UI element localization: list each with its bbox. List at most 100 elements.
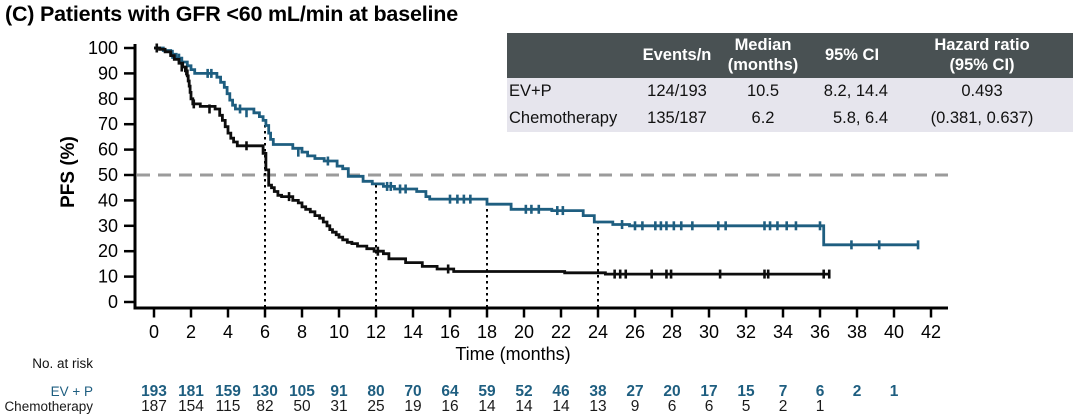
risk-count: 80: [367, 383, 384, 400]
stats-header-hr: Hazard ratio (95% CI): [891, 33, 1073, 78]
x-tick-label: 6: [260, 322, 270, 342]
x-tick-label: 4: [223, 322, 233, 342]
y-tick-label: 90: [98, 63, 118, 83]
y-tick-label: 70: [98, 114, 118, 134]
x-tick-label: 24: [588, 322, 608, 342]
x-tick-label: 30: [699, 322, 719, 342]
stats-header-median: Median (months): [713, 33, 813, 78]
x-axis-title: Time (months): [455, 344, 570, 364]
risk-count: 13: [589, 398, 606, 415]
x-tick-label: 38: [847, 322, 867, 342]
x-tick-label: 42: [921, 322, 941, 342]
risk-count: 91: [330, 383, 348, 400]
risk-count: 46: [552, 383, 570, 400]
risk-count: 17: [700, 383, 717, 400]
x-tick-label: 40: [884, 322, 904, 342]
y-tick-label: 60: [98, 140, 118, 160]
x-tick-label: 0: [149, 322, 159, 342]
risk-count: 64: [441, 383, 459, 400]
survival-step-path: [154, 46, 830, 276]
stats-header-blank: [507, 33, 641, 78]
x-tick-label: 20: [514, 322, 534, 342]
risk-count: 105: [289, 383, 315, 400]
risk-count: 193: [141, 383, 167, 400]
y-tick-label: 20: [98, 241, 118, 261]
risk-count: 1: [816, 398, 825, 415]
risk-count: 14: [515, 398, 533, 415]
risk-count: 20: [663, 383, 680, 400]
x-tick-label: 14: [403, 322, 423, 342]
x-tick-label: 28: [662, 322, 682, 342]
risk-count: 115: [216, 398, 241, 415]
stats-chemo-events: 135/187: [641, 105, 713, 132]
x-tick-label: 36: [810, 322, 830, 342]
figure-title: (C) Patients with GFR <60 mL/min at base…: [5, 2, 458, 26]
y-tick-label: 40: [98, 190, 118, 210]
risk-count: 159: [215, 383, 241, 400]
risk-count: 15: [737, 383, 755, 400]
x-tick-label: 16: [440, 322, 460, 342]
x-tick-label: 26: [625, 322, 645, 342]
risk-count: 6: [816, 383, 825, 400]
risk-row-label: Chemotherapy: [4, 399, 93, 414]
risk-count: 14: [552, 398, 570, 415]
risk-count: 16: [441, 398, 458, 415]
risk-count: 2: [853, 383, 862, 400]
stats-chemo-median: 6.2: [713, 105, 813, 132]
risk-count: 7: [779, 383, 788, 400]
risk-count: 50: [293, 398, 311, 415]
stats-evp-hr: 0.493: [891, 78, 1073, 105]
risk-count: 52: [515, 383, 532, 400]
risk-row-label: EV + P: [51, 384, 93, 399]
y-tick-label: 30: [98, 216, 118, 236]
risk-count: 6: [705, 398, 714, 415]
km-curve-chemo: [154, 43, 831, 279]
risk-count: 1: [890, 383, 899, 400]
x-tick-label: 32: [736, 322, 756, 342]
stats-header-events: Events/n: [641, 33, 713, 78]
x-tick-label: 34: [773, 322, 793, 342]
stats-evp-median: 10.5: [713, 78, 813, 105]
y-tick-label: 10: [98, 267, 118, 287]
risk-count: 187: [141, 398, 167, 415]
stats-evp-ci: 8.2, 14.4: [813, 78, 891, 105]
y-tick-label: 50: [98, 165, 118, 185]
stats-chemo-ci: 5.8, 6.4: [813, 105, 891, 132]
x-tick-label: 18: [477, 322, 497, 342]
risk-row-chemo: Chemotherapy 187 154 115 82 50 31 25 19 16 14 14 14 1…: [4, 398, 824, 415]
risk-count: 27: [626, 383, 643, 400]
stats-chemo-hr: (0.381, 0.637): [891, 105, 1073, 132]
stats-evp-name: EV+P: [507, 78, 641, 105]
risk-count: 38: [589, 383, 607, 400]
risk-count: 181: [178, 383, 204, 400]
y-tick-label: 80: [98, 89, 118, 109]
summary-stats-table: Events/n Median (months) 95% CI Hazard r…: [507, 33, 1073, 132]
stats-header-ci: 95% CI: [813, 33, 891, 78]
risk-count: 59: [478, 383, 496, 400]
stats-evp-events: 124/193: [641, 78, 713, 105]
risk-count: 82: [256, 398, 273, 415]
risk-count: 9: [631, 398, 640, 415]
risk-count: 6: [668, 398, 677, 415]
risk-count: 130: [252, 383, 278, 400]
risk-count: 154: [178, 398, 204, 415]
stats-chemo-name: Chemotherapy: [507, 105, 641, 132]
risk-count: 19: [404, 398, 421, 415]
x-tick-label: 10: [329, 322, 349, 342]
x-tick-label: 12: [366, 322, 386, 342]
x-tick-label: 22: [551, 322, 571, 342]
risk-count: 14: [478, 398, 496, 415]
risk-count: 2: [779, 398, 788, 415]
risk-count: 5: [742, 398, 751, 415]
risk-table-label: No. at risk: [32, 356, 93, 371]
x-tick-label: 8: [297, 322, 307, 342]
risk-count: 70: [404, 383, 421, 400]
y-axis-title: PFS (%): [58, 136, 79, 208]
risk-row-evp: EV + P 193 181 159 130 105 91 80 70 64 59 52 46 38 27 2…: [51, 383, 899, 400]
y-tick-label: 0: [108, 292, 118, 312]
x-tick-label: 2: [186, 322, 196, 342]
y-tick-label: 100: [88, 38, 118, 58]
risk-count: 31: [330, 398, 347, 415]
